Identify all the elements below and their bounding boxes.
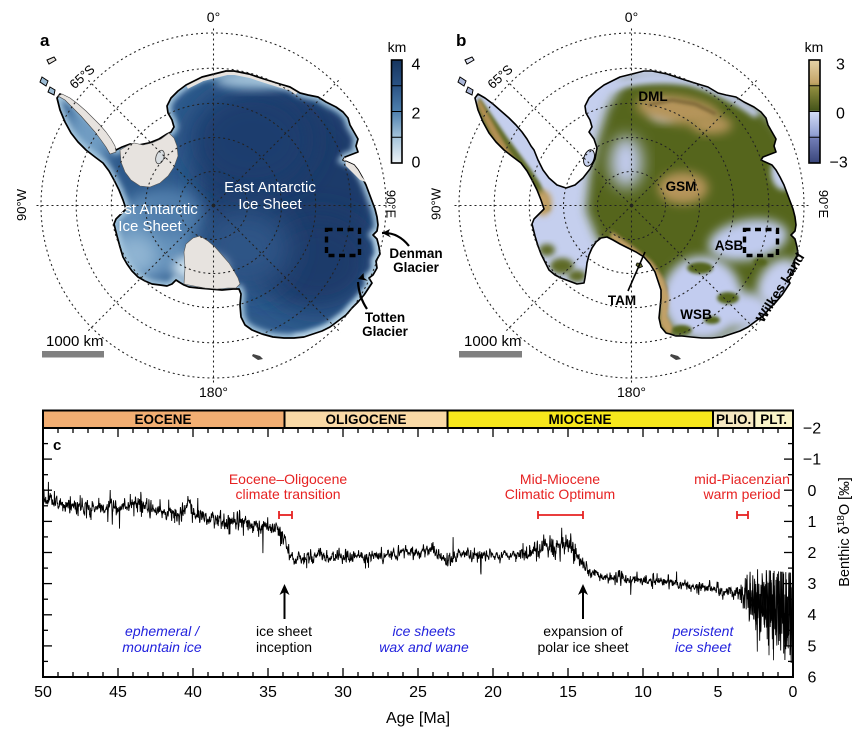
svg-text:65°S: 65°S xyxy=(484,61,515,91)
svg-text:mountain ice: mountain ice xyxy=(122,639,202,655)
svg-text:180°: 180° xyxy=(199,384,228,400)
svg-text:30: 30 xyxy=(334,684,352,701)
svg-text:MIOCENE: MIOCENE xyxy=(548,412,611,427)
svg-text:Benthic δ18O [‰]: Benthic δ18O [‰] xyxy=(836,477,853,586)
svg-text:climate transition: climate transition xyxy=(235,486,340,502)
svg-text:Mid-Miocene: Mid-Miocene xyxy=(520,471,600,487)
svg-text:180°: 180° xyxy=(617,384,646,400)
svg-text:4: 4 xyxy=(808,607,817,624)
svg-text:6: 6 xyxy=(808,670,817,687)
svg-text:50: 50 xyxy=(34,684,52,701)
svg-text:−1: −1 xyxy=(803,452,821,469)
svg-text:WSB: WSB xyxy=(680,307,712,322)
svg-text:a: a xyxy=(40,31,50,50)
svg-text:expansion of: expansion of xyxy=(543,623,623,639)
svg-text:Climatic Optimum: Climatic Optimum xyxy=(505,486,615,502)
svg-text:ice sheet: ice sheet xyxy=(256,623,312,639)
svg-text:65°S: 65°S xyxy=(66,61,97,91)
svg-text:40: 40 xyxy=(184,684,202,701)
svg-text:2: 2 xyxy=(412,106,421,123)
svg-text:DML: DML xyxy=(638,89,667,104)
svg-text:0: 0 xyxy=(808,483,817,500)
svg-text:TAM: TAM xyxy=(608,293,636,308)
svg-text:wax and wane: wax and wane xyxy=(379,639,469,655)
svg-text:4: 4 xyxy=(412,57,421,74)
svg-text:EOCENE: EOCENE xyxy=(134,412,191,427)
svg-text:ASB: ASB xyxy=(715,238,744,253)
svg-text:Ice Sheet: Ice Sheet xyxy=(238,196,302,213)
svg-text:persistent: persistent xyxy=(672,623,735,639)
svg-text:90°W: 90°W xyxy=(14,188,29,221)
svg-text:0: 0 xyxy=(836,106,845,123)
svg-text:2: 2 xyxy=(808,545,817,562)
svg-text:warm period: warm period xyxy=(702,486,780,502)
svg-text:Ice Sheet: Ice Sheet xyxy=(118,218,182,235)
svg-text:PLT.: PLT. xyxy=(760,412,787,427)
svg-text:Totten: Totten xyxy=(365,310,405,325)
svg-text:−2: −2 xyxy=(803,421,821,438)
svg-text:East Antarctic: East Antarctic xyxy=(224,179,316,196)
svg-text:OLIGOCENE: OLIGOCENE xyxy=(325,412,406,427)
svg-text:0: 0 xyxy=(789,684,798,701)
svg-text:km: km xyxy=(805,39,824,55)
svg-text:km: km xyxy=(388,39,407,55)
svg-text:45: 45 xyxy=(109,684,127,701)
svg-text:20: 20 xyxy=(484,684,502,701)
svg-text:1: 1 xyxy=(808,514,817,531)
svg-text:inception: inception xyxy=(256,639,312,655)
svg-text:0: 0 xyxy=(412,155,421,172)
svg-text:15: 15 xyxy=(559,684,577,701)
svg-text:Denman: Denman xyxy=(389,246,442,261)
svg-text:Age [Ma]: Age [Ma] xyxy=(386,710,450,727)
svg-text:1000 km: 1000 km xyxy=(46,333,104,350)
svg-text:ephemeral /: ephemeral / xyxy=(125,623,201,639)
svg-text:35: 35 xyxy=(259,684,277,701)
svg-text:Eocene–Oligocene: Eocene–Oligocene xyxy=(229,471,348,487)
svg-text:Glacier: Glacier xyxy=(362,324,409,339)
svg-text:GSM: GSM xyxy=(666,179,697,194)
svg-text:0°: 0° xyxy=(625,9,638,25)
svg-text:25: 25 xyxy=(409,684,427,701)
svg-text:90°E: 90°E xyxy=(384,190,399,219)
svg-text:ice sheet: ice sheet xyxy=(675,639,732,655)
svg-text:90°W: 90°W xyxy=(429,187,444,220)
svg-text:5: 5 xyxy=(714,684,723,701)
svg-text:1000 km: 1000 km xyxy=(464,333,522,350)
svg-text:−3: −3 xyxy=(830,155,848,172)
svg-text:PLIO.: PLIO. xyxy=(716,412,751,427)
svg-text:b: b xyxy=(456,31,466,50)
svg-text:c: c xyxy=(53,437,61,454)
svg-text:mid-Piacenzian: mid-Piacenzian xyxy=(694,471,790,487)
svg-text:ice sheets: ice sheets xyxy=(392,623,455,639)
svg-text:5: 5 xyxy=(808,638,817,655)
svg-text:Glacier: Glacier xyxy=(393,260,440,275)
svg-text:West Antarctic: West Antarctic xyxy=(102,201,198,218)
svg-text:0°: 0° xyxy=(207,9,220,25)
svg-text:3: 3 xyxy=(836,57,845,74)
svg-text:polar ice sheet: polar ice sheet xyxy=(537,639,628,655)
svg-text:10: 10 xyxy=(634,684,652,701)
svg-text:3: 3 xyxy=(808,576,817,593)
svg-text:90°E: 90°E xyxy=(816,190,831,219)
